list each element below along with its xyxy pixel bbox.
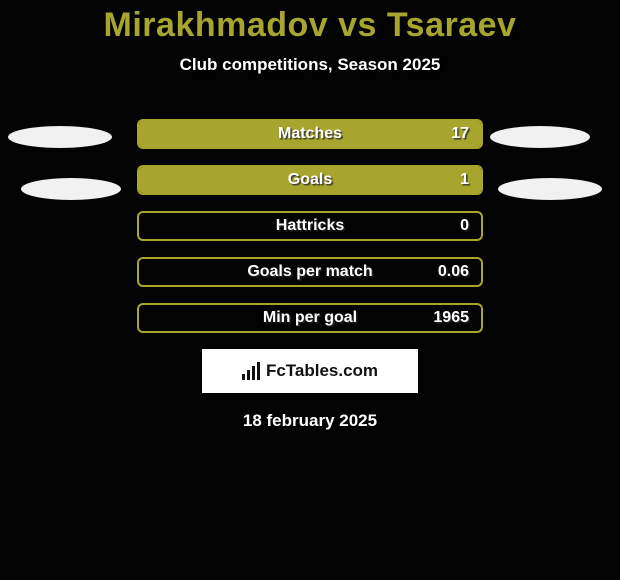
stat-row-value: 17	[451, 125, 469, 143]
stat-row: Goals 1	[137, 165, 483, 195]
stat-row-value: 0	[460, 217, 469, 235]
player-photo-placeholder	[498, 178, 602, 200]
stat-row-label: Min per goal	[263, 309, 357, 327]
page-title: Mirakhmadov vs Tsaraev	[0, 0, 620, 45]
stat-row-value: 0.06	[438, 263, 469, 281]
stat-row-value: 1965	[433, 309, 469, 327]
player-photo-placeholder	[490, 126, 590, 148]
bars-icon	[242, 362, 260, 380]
subtitle: Club competitions, Season 2025	[0, 55, 620, 75]
player-photo-placeholder	[21, 178, 121, 200]
stat-row: Min per goal 1965	[137, 303, 483, 333]
stat-row: Goals per match 0.06	[137, 257, 483, 287]
stat-row-label: Goals per match	[247, 263, 372, 281]
logo-text: FcTables.com	[266, 361, 378, 381]
player-photo-placeholder	[8, 126, 112, 148]
stat-row-value: 1	[460, 171, 469, 189]
stat-row-label: Hattricks	[276, 217, 344, 235]
stat-row-label: Goals	[288, 171, 332, 189]
logo-box: FcTables.com	[202, 349, 418, 393]
stat-row-label: Matches	[278, 125, 342, 143]
stat-row: Matches 17	[137, 119, 483, 149]
stat-row: Hattricks 0	[137, 211, 483, 241]
stat-bars: Matches 17 Goals 1 Hattricks 0 Goals per match…	[0, 119, 620, 333]
date-text: 18 february 2025	[0, 411, 620, 431]
